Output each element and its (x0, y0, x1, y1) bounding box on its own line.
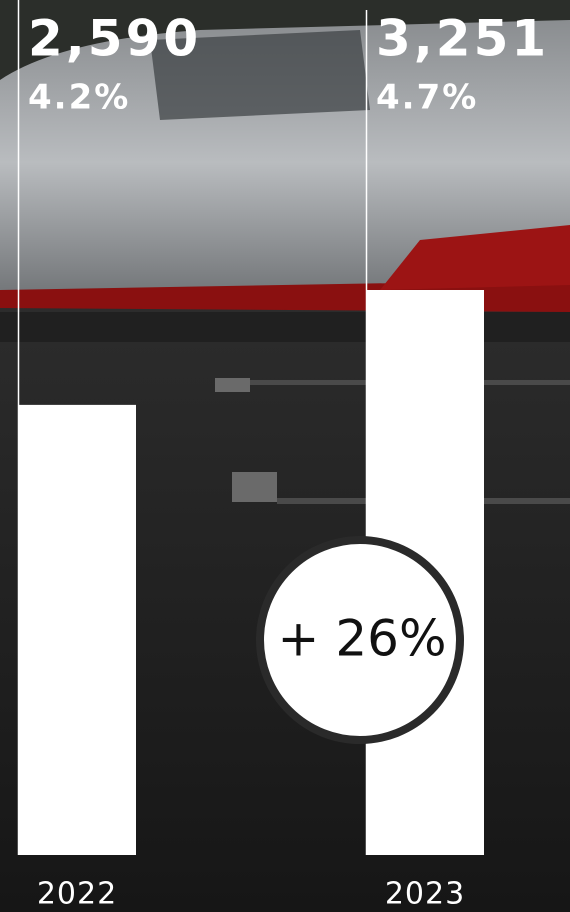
value-label: 2,590 (28, 10, 201, 68)
share-label: 4.7% (376, 78, 478, 118)
value-label: 3,251 (376, 10, 549, 68)
x-tick-label: 2022 (37, 877, 117, 912)
growth-badge (256, 536, 464, 744)
bar (18, 404, 136, 855)
share-label: 4.2% (28, 78, 130, 118)
x-tick-label: 2023 (385, 877, 465, 912)
growth-label: + 26% (278, 610, 447, 668)
